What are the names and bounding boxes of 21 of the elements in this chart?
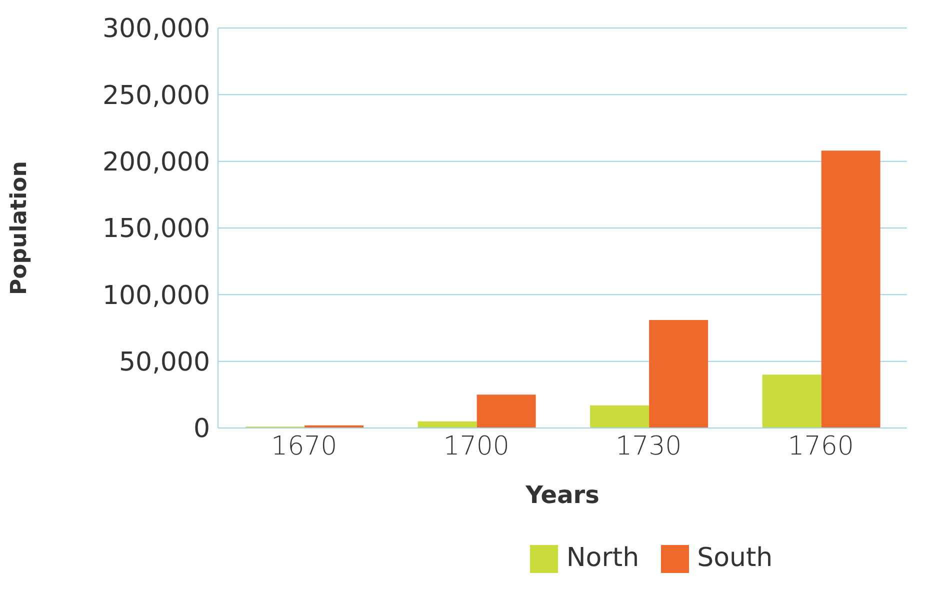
bar: [476, 394, 536, 428]
x-tick-label: 1760: [788, 431, 854, 462]
y-tick-label: 0: [193, 414, 210, 444]
x-axis-title: Years: [524, 481, 600, 509]
legend-label: South: [696, 543, 774, 573]
y-tick-label: 300,000: [102, 14, 210, 44]
y-tick-label: 250,000: [102, 80, 210, 111]
legend-label: North: [565, 543, 640, 573]
bar: [418, 421, 477, 428]
y-tick-label: 150,000: [102, 214, 210, 244]
bar: [762, 374, 822, 428]
y-tick-label: 50,000: [119, 348, 210, 378]
x-tick-label: 1700: [443, 431, 510, 462]
bar: [590, 405, 650, 428]
bar: [821, 150, 880, 428]
y-tick-label: 100,000: [102, 280, 210, 311]
x-tick-label: 1730: [616, 431, 682, 462]
bar: [649, 320, 708, 428]
x-tick-label: 1670: [271, 431, 338, 462]
y-tick-label: 200,000: [102, 148, 210, 178]
y-axis-title: Population: [6, 161, 32, 295]
